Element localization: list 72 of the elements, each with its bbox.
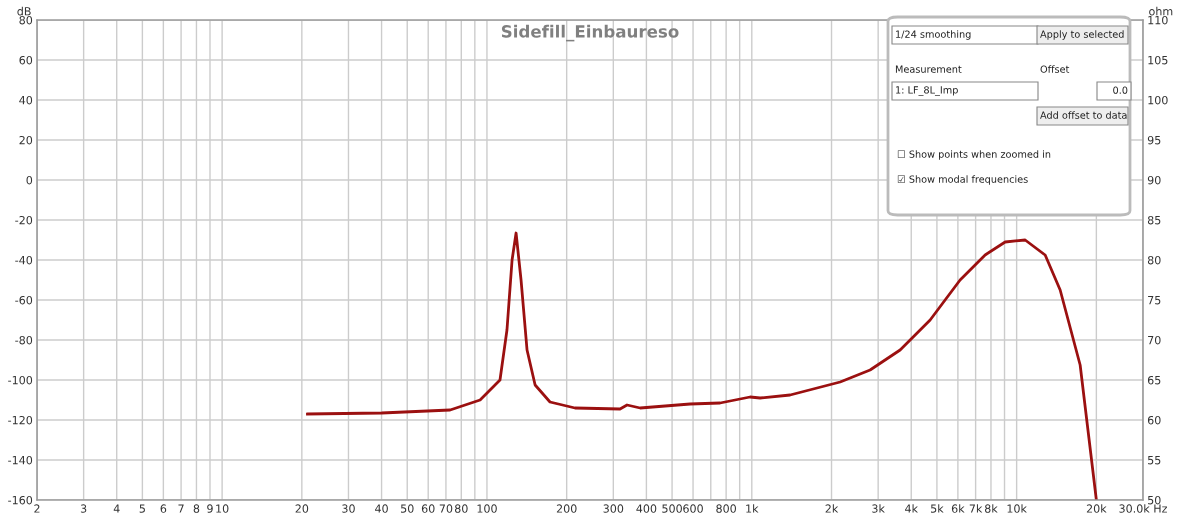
- x-tick-label: 20k: [1086, 504, 1107, 513]
- x-tick-label: 70: [439, 504, 453, 513]
- x-tick-label: 10k: [1007, 504, 1027, 513]
- y2-tick-label: 60: [1147, 415, 1161, 425]
- y2-tick-label: 110: [1148, 15, 1168, 25]
- y-tick-label: -40: [15, 255, 33, 265]
- x-tick-label: 8k: [984, 504, 998, 513]
- y2-tick-label: 50: [1148, 495, 1161, 505]
- x-tick-label: 400: [636, 504, 657, 513]
- y2-tick-label: 105: [1148, 55, 1168, 65]
- x-tick-label: 50: [401, 504, 414, 513]
- y2-tick-label: 95: [1147, 135, 1161, 145]
- y-tick-label: -160: [8, 495, 33, 505]
- y-tick-label: -20: [15, 215, 33, 225]
- x-tick-label: 1k: [746, 504, 759, 513]
- x-tick-label: 600: [683, 504, 703, 513]
- annotation: Measurement: [895, 65, 962, 73]
- x-tick-label: 9: [207, 504, 213, 513]
- x-tick-label: 30.0k Hz: [1119, 504, 1167, 513]
- x-tick-label: 5k: [931, 504, 944, 513]
- annotation: 0.0: [1113, 86, 1128, 94]
- y-tick-label: 60: [19, 55, 33, 65]
- x-tick-label: 4k: [905, 504, 918, 513]
- annotation: 1: LF_8L_Imp: [896, 86, 958, 96]
- x-tick-label: 300: [603, 504, 624, 513]
- x-tick-label: 30: [342, 504, 355, 513]
- y-tick-label: 0: [26, 175, 33, 185]
- x-tick-label: 100: [477, 504, 497, 513]
- x-tick-label: 20: [295, 504, 309, 513]
- x-tick-label: 4: [113, 504, 120, 513]
- x-tick-label: 3k: [872, 504, 885, 513]
- y2-tick-label: 70: [1148, 335, 1161, 345]
- annotation: Add offset to data: [1040, 111, 1127, 119]
- annotation: 1/24 smoothing: [896, 30, 971, 40]
- x-tick-label: 6k: [951, 504, 965, 513]
- x-tick-label: 7k: [969, 504, 983, 513]
- y-tick-label: 80: [19, 15, 33, 25]
- x-tick-label: 10: [216, 504, 229, 513]
- y2-tick-label: 65: [1147, 375, 1161, 385]
- y2-tick-label: 75: [1148, 296, 1161, 305]
- y-tick-label: 40: [19, 95, 33, 105]
- x-tick-label: 200: [556, 504, 577, 513]
- annotation: Apply to selected: [1040, 30, 1124, 40]
- y-tick-label: 20: [19, 135, 33, 145]
- x-tick-label: 500: [662, 504, 682, 513]
- x-tick-label: 2k: [825, 504, 839, 513]
- x-tick-label: 6: [160, 504, 167, 513]
- x-tick-label: 60: [421, 504, 435, 513]
- y-tick-label: -80: [15, 335, 33, 345]
- y-tick-label: -140: [8, 455, 33, 465]
- x-tick-label: 3: [80, 504, 87, 513]
- y2-tick-label: 100: [1148, 95, 1168, 105]
- y-tick-label: -60: [15, 295, 33, 305]
- y2-tick-label: 80: [1147, 255, 1161, 265]
- annotation: ☐ Show points when zoomed in: [897, 150, 1051, 160]
- y-axis-title: dB: [17, 6, 31, 16]
- annotation: ☑ Show modal frequencies: [897, 175, 1028, 185]
- x-tick-label: 2: [34, 504, 40, 513]
- annotation: Offset: [1040, 65, 1070, 73]
- chart-title: Sidefill_Einbaureso: [501, 24, 679, 42]
- x-tick-label: 5: [139, 504, 145, 513]
- y2-tick-label: 90: [1147, 175, 1161, 185]
- x-tick-label: 40: [375, 504, 388, 513]
- y2-tick-label: 55: [1148, 456, 1161, 465]
- x-tick-label: 80: [454, 504, 468, 513]
- x-tick-label: 800: [716, 504, 736, 513]
- y2-axis-title: ohm: [1149, 6, 1173, 16]
- y-tick-label: -100: [8, 375, 33, 385]
- x-tick-label: 8: [193, 504, 200, 513]
- y-tick-label: -120: [8, 415, 33, 425]
- y2-tick-label: 85: [1147, 215, 1161, 225]
- x-tick-label: 7: [178, 504, 184, 513]
